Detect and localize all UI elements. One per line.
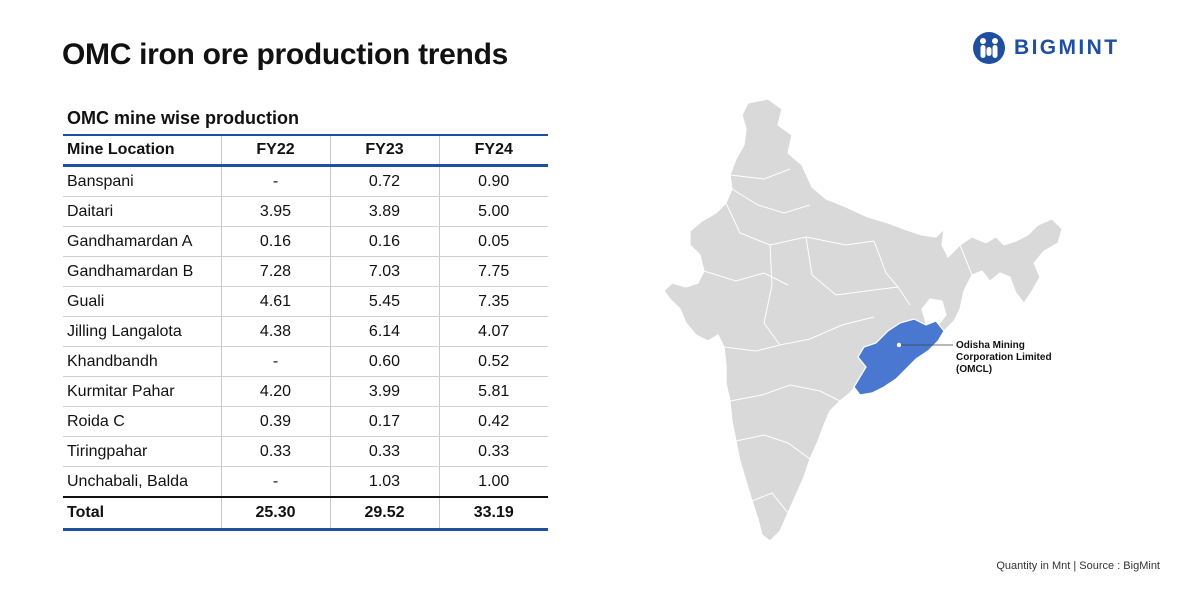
header-mine-location: Mine Location [63,136,222,167]
production-value-cell: 0.33 [330,436,440,467]
production-value-cell: 0.72 [330,165,440,197]
total-row: Total 25.30 29.52 33.19 [63,496,548,531]
production-value-cell: 7.35 [439,286,548,317]
table-row: Gandhamardan A 0.16 0.16 0.05 [63,226,548,257]
mine-location-cell: Gandhamardan A [63,226,222,257]
production-value-cell: 0.33 [221,436,331,467]
table-row: Khandbandh -0.60 0.52 [63,346,548,377]
mine-location-cell: Khandbandh [63,346,222,377]
source-note: Quantity in Mnt | Source : BigMint [996,560,1160,572]
callout-line-3: (OMCL) [956,364,993,375]
production-value-cell: 0.90 [439,165,548,197]
callout-line-1: Odisha Mining [956,340,1025,351]
header-fy22: FY22 [221,136,331,167]
production-value-cell: 1.00 [439,466,548,498]
table-row: Jilling Langalota 4.38 6.14 4.07 [63,316,548,347]
total-value-cell: 33.19 [439,496,548,531]
production-value-cell: - [221,466,331,498]
production-value-cell: 0.05 [439,226,548,257]
mine-location-cell: Gandhamardan B [63,256,222,287]
mine-location-cell: Daitari [63,196,222,227]
total-value-cell: 29.52 [330,496,440,531]
production-value-cell: 5.00 [439,196,548,227]
production-table-panel: OMC mine wise production Mine Location F… [63,108,548,531]
table-row: Roida C 0.39 0.17 0.42 [63,406,548,437]
total-label-cell: Total [63,496,222,531]
callout-line-2: Corporation Limited [956,352,1052,363]
production-value-cell: 4.38 [221,316,331,347]
table-title: OMC mine wise production [63,108,548,136]
brand-name: BIGMINT [1014,36,1120,59]
production-value-cell: 7.03 [330,256,440,287]
header-fy24: FY24 [439,136,548,167]
mine-location-cell: Tiringpahar [63,436,222,467]
total-value-cell: 25.30 [221,496,331,531]
mine-location-cell: Unchabali, Balda [63,466,222,498]
mine-location-cell: Kurmitar Pahar [63,376,222,407]
table-header-row: Mine Location FY22 FY23 FY24 [63,136,548,167]
table-row: Gandhamardan B 7.28 7.03 7.75 [63,256,548,287]
production-value-cell: - [221,165,331,197]
production-value-cell: 7.28 [221,256,331,287]
production-value-cell: 3.99 [330,376,440,407]
production-value-cell: 6.14 [330,316,440,347]
production-value-cell: 7.75 [439,256,548,287]
production-value-cell: 0.16 [221,226,331,257]
production-value-cell: 0.17 [330,406,440,437]
production-value-cell: - [221,346,331,377]
mine-location-cell: Roida C [63,406,222,437]
header-fy23: FY23 [330,136,440,167]
mine-location-cell: Jilling Langalota [63,316,222,347]
production-value-cell: 4.07 [439,316,548,347]
bigmint-logo-icon [973,32,1005,64]
omcl-callout-label: Odisha Mining Corporation Limited (OMCL) [956,340,1066,376]
page-title: OMC iron ore production trends [62,38,508,71]
brand-logo: BIGMINT [972,30,1162,66]
india-map [660,95,1080,550]
production-value-cell: 0.42 [439,406,548,437]
mine-location-cell: Guali [63,286,222,317]
table-row: Guali 4.61 5.45 7.35 [63,286,548,317]
odisha-region [853,318,945,396]
northeast-region [959,218,1063,304]
production-table: Mine Location FY22 FY23 FY24 Banspani -0.… [63,136,548,531]
india-map-svg [663,98,1063,542]
production-value-cell: 3.95 [221,196,331,227]
production-value-cell: 0.33 [439,436,548,467]
production-value-cell: 0.60 [330,346,440,377]
production-value-cell: 0.52 [439,346,548,377]
table-row: Banspani -0.72 0.90 [63,165,548,197]
table-row: Kurmitar Pahar 4.20 3.99 5.81 [63,376,548,407]
table-row: Unchabali, Balda -1.03 1.00 [63,466,548,498]
production-value-cell: 4.61 [221,286,331,317]
omcl-marker [896,342,902,348]
state-boundaries [703,168,911,514]
production-value-cell: 0.16 [330,226,440,257]
production-value-cell: 5.81 [439,376,548,407]
production-value-cell: 4.20 [221,376,331,407]
table-row: Tiringpahar 0.33 0.33 0.33 [63,436,548,467]
table-row: Daitari 3.95 3.89 5.00 [63,196,548,227]
production-value-cell: 5.45 [330,286,440,317]
production-value-cell: 1.03 [330,466,440,498]
mine-location-cell: Banspani [63,165,222,197]
table-body: Banspani -0.72 0.90 Daitari 3.95 3.89 5.00 Gand… [63,165,548,531]
production-value-cell: 3.89 [330,196,440,227]
production-value-cell: 0.39 [221,406,331,437]
